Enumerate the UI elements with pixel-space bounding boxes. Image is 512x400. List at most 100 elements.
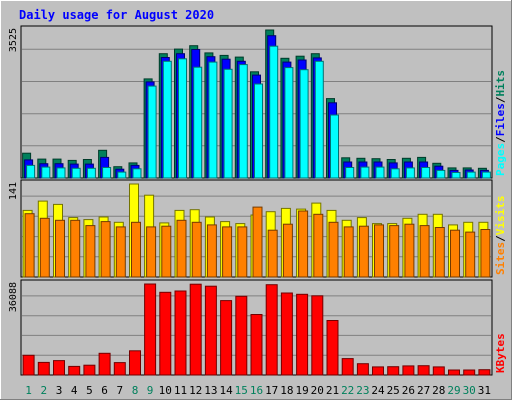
bar-pages-day-8 (132, 168, 142, 179)
x-tick-label-day-26: 26 (402, 384, 415, 397)
x-tick-label-day-23: 23 (356, 384, 369, 397)
x-tick-label-day-9: 9 (147, 384, 154, 397)
bar-kbytes-day-20 (311, 295, 324, 376)
x-tick-label-day-15: 15 (235, 384, 248, 397)
bar-sites-day-1 (24, 213, 35, 278)
bar-kbytes-day-18 (280, 292, 293, 376)
bar-pages-day-16 (254, 83, 263, 179)
x-tick-label-day-1: 1 (25, 384, 32, 397)
bar-pages-day-1 (26, 164, 36, 179)
bar-kbytes-day-24 (372, 366, 384, 376)
x-tick-label-day-12: 12 (189, 384, 202, 397)
bar-kbytes-day-5 (83, 364, 96, 376)
x-tick-label-day-6: 6 (101, 384, 108, 397)
bar-pages-day-21 (330, 114, 339, 179)
x-tick-label-day-14: 14 (219, 384, 233, 397)
bar-kbytes-day-27 (417, 365, 430, 376)
bar-pages-day-4 (71, 167, 81, 179)
bar-pages-day-6 (102, 167, 112, 179)
bar-pages-day-28 (436, 169, 446, 179)
bar-sites-day-11 (176, 219, 187, 278)
bar-kbytes-day-3 (53, 360, 65, 376)
bar-kbytes-day-10 (159, 291, 172, 376)
bar-kbytes-day-17 (265, 284, 278, 376)
bar-pages-day-7 (117, 171, 127, 179)
bar-sites-day-13 (206, 224, 217, 278)
legend-item-files: Files (494, 103, 507, 136)
legend-item-hits: Hits (494, 70, 507, 97)
bar-pages-day-26 (405, 167, 415, 179)
bar-kbytes-day-16 (250, 314, 263, 376)
x-tick-labels: 1 2 3 4 5 6 7 8 9 10 11 12 13 14 15 16 17 18 19 20 21 22 23 24 2… (25, 384, 491, 397)
bar-pages-day-22 (345, 167, 355, 179)
bar-sites-day-21 (328, 221, 339, 278)
bar-sites-day-27 (419, 225, 430, 278)
x-tick-label-day-2: 2 (40, 384, 47, 397)
bar-sites-day-28 (434, 227, 445, 278)
x-tick-label-day-28: 28 (432, 384, 445, 397)
x-tick-label-day-16: 16 (250, 384, 263, 397)
bar-pages-day-19 (299, 69, 309, 179)
bar-pages-day-11 (178, 58, 187, 179)
bar-kbytes-day-12 (189, 283, 202, 376)
bar-kbytes-day-11 (174, 290, 187, 376)
bar-sites-day-4 (70, 219, 81, 278)
bar-sites-day-2 (39, 217, 50, 278)
x-tick-label-day-18: 18 (280, 384, 293, 397)
bar-sites-day-23 (358, 225, 369, 278)
bar-pages-day-30 (466, 171, 476, 179)
bar-sites-day-10 (161, 225, 172, 278)
bar-kbytes-day-15 (235, 295, 248, 376)
bar-pages-day-27 (421, 167, 431, 179)
bar-sites-day-5 (85, 225, 96, 278)
x-tick-label-day-5: 5 (86, 384, 93, 397)
bar-kbytes-day-31 (478, 369, 491, 376)
bar-pages-day-10 (162, 60, 172, 179)
bar-sites-day-29 (450, 229, 460, 278)
bar-pages-day-9 (147, 85, 157, 179)
bar-sites-day-31 (480, 229, 491, 278)
x-tick-label-day-31: 31 (478, 384, 491, 397)
bar-sites-day-18 (282, 223, 293, 278)
bar-pages-day-2 (41, 166, 51, 179)
x-tick-label-day-17: 17 (265, 384, 278, 397)
bar-pages-day-17 (269, 45, 279, 179)
bar-kbytes-day-2 (37, 361, 50, 376)
legend-hits-files-pages: Pages/Files/Hits (494, 70, 507, 176)
bar-sites-day-8 (131, 221, 141, 278)
bar-sites-day-30 (465, 231, 476, 278)
bars (22, 29, 491, 376)
bar-pages-day-14 (223, 68, 233, 179)
bar-kbytes-day-9 (144, 283, 157, 376)
x-tick-label-day-25: 25 (387, 384, 400, 397)
bar-kbytes-day-7 (113, 362, 126, 376)
bar-kbytes-day-21 (326, 320, 339, 376)
bar-pages-day-5 (86, 167, 96, 179)
bar-pages-day-3 (56, 167, 66, 179)
x-tick-label-day-20: 20 (311, 384, 324, 397)
bar-pages-day-25 (390, 168, 400, 179)
bar-sites-day-16 (252, 206, 263, 278)
bar-sites-day-3 (55, 219, 65, 278)
x-tick-label-day-10: 10 (159, 384, 172, 397)
bar-kbytes-day-22 (341, 358, 354, 376)
x-tick-label-day-4: 4 (71, 384, 78, 397)
bar-sites-day-25 (389, 225, 400, 278)
bar-kbytes-day-14 (220, 300, 233, 376)
bar-sites-day-24 (374, 224, 384, 278)
x-tick-label-day-8: 8 (132, 384, 139, 397)
x-tick-label-day-13: 13 (204, 384, 217, 397)
bar-sites-day-7 (115, 226, 126, 278)
y-max-label-kbytes: 36088 (8, 282, 19, 312)
bar-kbytes-day-6 (98, 352, 111, 376)
bar-kbytes-day-13 (204, 285, 217, 376)
x-tick-label-day-21: 21 (326, 384, 339, 397)
bar-sites-day-17 (267, 229, 278, 278)
x-tick-label-day-30: 30 (463, 384, 476, 397)
bar-sites-day-19 (298, 210, 309, 278)
bar-kbytes-day-8 (129, 350, 141, 376)
bar-sites-day-6 (100, 221, 111, 278)
bar-pages-day-31 (481, 171, 491, 179)
x-tick-label-day-7: 7 (116, 384, 123, 397)
